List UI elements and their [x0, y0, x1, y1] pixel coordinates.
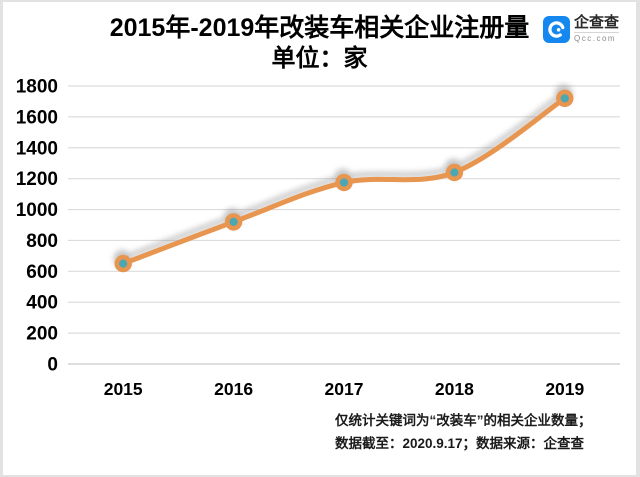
- x-axis-tick-label: 2017: [325, 379, 364, 399]
- footnote-source: 数据截至：2020.9.17；数据来源：企查查: [335, 436, 585, 451]
- title-block: 2015年-2019年改装车相关企业注册量 单位：家: [3, 13, 636, 74]
- y-axis-tick-label: 1800: [16, 77, 58, 98]
- y-axis-tick-label: 0: [47, 355, 58, 376]
- chart-title: 2015年-2019年改装车相关企业注册量: [109, 14, 530, 42]
- y-axis-tick-label: 1400: [16, 138, 58, 159]
- y-axis-tick-label: 1600: [16, 107, 58, 128]
- x-axis-tick-label: 2015: [104, 379, 143, 399]
- logo-text: 企查查 Qcc.com: [574, 14, 620, 44]
- y-axis-tick-label: 200: [26, 324, 58, 345]
- x-axis-tick-label: 2019: [545, 379, 584, 399]
- y-axis-tick-label: 400: [26, 293, 58, 314]
- footnotes: 仅统计关键词为“改装车”的相关企业数量； 数据截至：2020.9.17；数据来源…: [335, 409, 592, 455]
- y-axis-tick-label: 800: [26, 231, 58, 252]
- data-point-marker: [445, 163, 464, 182]
- chart-canvas: 2015年-2019年改装车相关企业注册量 单位：家 企查查 Qcc.com 0…: [3, 2, 636, 475]
- data-point-marker: [224, 213, 243, 231]
- y-axis-tick-label: 600: [26, 262, 58, 283]
- qichacha-logo-icon: [543, 16, 570, 43]
- qichacha-logo: 企查查 Qcc.com: [543, 14, 620, 44]
- data-point-marker: [335, 173, 353, 192]
- data-point-marker: [556, 89, 574, 108]
- x-axis-tick-label: 2016: [214, 379, 253, 399]
- x-axis-tick-label: 2018: [435, 379, 474, 399]
- line-chart: 0 200 400 600 800 1000 1200 1400 1600 1800 2015 201…: [16, 77, 620, 399]
- data-point-marker: [114, 254, 132, 273]
- y-axis-tick-label: 1000: [16, 200, 58, 221]
- chart-subtitle: 单位：家: [271, 45, 368, 72]
- logo-name: 企查查: [574, 14, 620, 33]
- logo-domain: Qcc.com: [574, 34, 617, 43]
- series-group: [114, 89, 574, 273]
- footnote-scope: 仅统计关键词为“改装车”的相关企业数量；: [335, 413, 592, 428]
- y-axis-tick-label: 1200: [16, 169, 58, 190]
